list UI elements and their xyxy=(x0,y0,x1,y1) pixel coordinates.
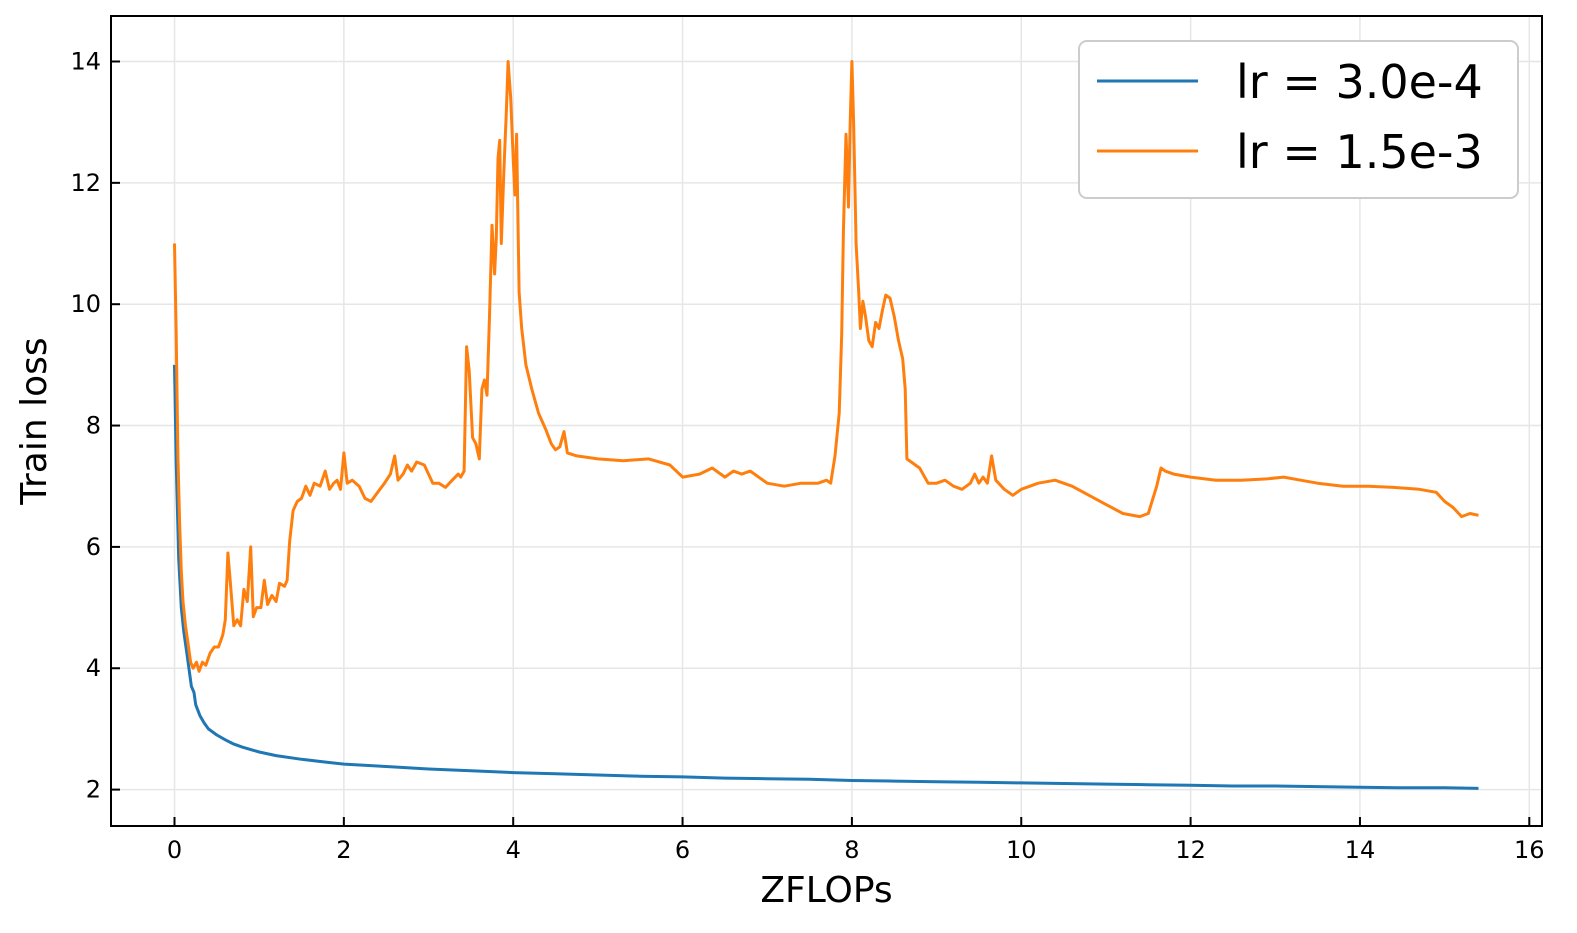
y-tick-label: 2 xyxy=(86,776,101,804)
series-line-0 xyxy=(173,364,1479,790)
plot-frame xyxy=(110,15,1543,827)
x-tick-label: 10 xyxy=(1006,836,1037,864)
x-axis-label: ZFLOPs xyxy=(760,870,892,911)
x-tick-label: 2 xyxy=(336,836,351,864)
legend: lr = 3.0e-4 lr = 1.5e-3 xyxy=(1078,40,1519,199)
x-tick-label: 14 xyxy=(1345,836,1376,864)
y-tick-label: 6 xyxy=(86,533,101,561)
ticks: 0 2 4 6 8 10 12 14 16 2 4 6 8 10 12 14 xyxy=(70,48,1544,864)
y-tick-label: 10 xyxy=(70,290,101,318)
y-tick-label: 14 xyxy=(70,48,101,76)
legend-label-lr-3e-4: lr = 3.0e-4 xyxy=(1236,55,1483,109)
x-tick-label: 8 xyxy=(844,836,859,864)
series-line-1 xyxy=(173,60,1479,673)
y-axis-label: Train loss xyxy=(14,337,55,505)
y-tick-label: 4 xyxy=(86,654,101,682)
x-tick-label: 4 xyxy=(506,836,521,864)
y-tick-label: 8 xyxy=(86,412,101,440)
y-tick-label: 12 xyxy=(70,169,101,197)
grid xyxy=(111,16,1542,826)
x-tick-label: 6 xyxy=(675,836,690,864)
x-tick-label: 0 xyxy=(167,836,182,864)
series-layer xyxy=(173,60,1479,790)
x-tick-label: 12 xyxy=(1175,836,1206,864)
x-tick-label: 16 xyxy=(1514,836,1545,864)
legend-label-lr-1-5e-3: lr = 1.5e-3 xyxy=(1236,125,1483,179)
